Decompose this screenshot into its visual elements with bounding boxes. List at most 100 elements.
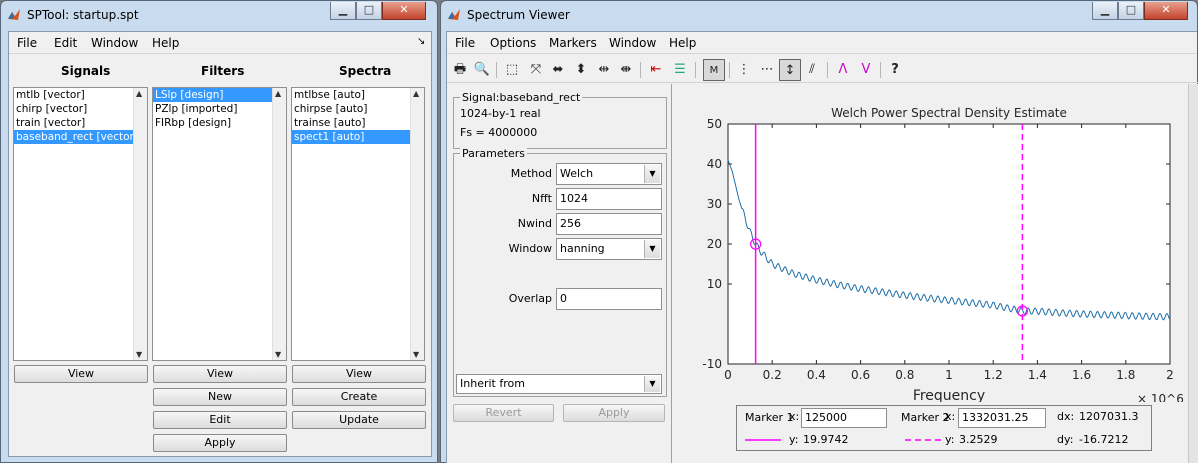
line-display-icon[interactable]: ⇤ bbox=[650, 62, 662, 77]
zoom-x-icon[interactable]: ⬌ bbox=[552, 62, 564, 77]
close-button[interactable]: ✕ bbox=[382, 2, 426, 20]
spectra-create-button[interactable]: Create bbox=[292, 388, 426, 406]
list-item[interactable]: mtlbse [auto] bbox=[294, 89, 366, 101]
viewer-titlebar[interactable]: Spectrum Viewer ▁ □ ✕ bbox=[441, 1, 1197, 29]
scroll-up-icon[interactable]: ▲ bbox=[136, 89, 143, 98]
markers-panel: Marker 1 x: 125000 Marker 2 x: 1332031.2… bbox=[736, 405, 1152, 451]
revert-button[interactable]: Revert bbox=[453, 404, 554, 422]
filters-header: Filters bbox=[201, 64, 245, 78]
mouse-zoom-icon[interactable]: M bbox=[703, 59, 725, 81]
print-preview-icon[interactable]: 🔍 bbox=[473, 62, 491, 77]
zoom-out-full-icon[interactable]: ⤧ bbox=[530, 62, 542, 77]
list-item-selected[interactable]: baseband_rect [vector] bbox=[14, 130, 138, 144]
signal-info-title: Signal:baseband_rect bbox=[460, 91, 583, 104]
right-scrollbar[interactable] bbox=[1188, 84, 1198, 463]
marker-slope-icon[interactable]: ⫽ bbox=[809, 62, 815, 77]
y-tick-label: 10 bbox=[707, 277, 722, 291]
apply-button[interactable]: Apply bbox=[563, 404, 665, 422]
spectrum-legend-icon[interactable]: ☰ bbox=[674, 62, 686, 77]
menu-file[interactable]: File bbox=[17, 36, 38, 50]
menu-help[interactable]: Help bbox=[669, 36, 697, 50]
menu-options[interactable]: Options bbox=[490, 36, 537, 50]
minimize-button[interactable]: ▁ bbox=[1092, 2, 1118, 20]
zoom-y-icon[interactable]: ⬍ bbox=[575, 62, 587, 77]
nwind-field[interactable]: 256 bbox=[556, 213, 662, 235]
scroll-up-icon[interactable]: ▲ bbox=[275, 89, 282, 98]
peaks-icon[interactable]: Λ bbox=[838, 62, 848, 77]
list-item[interactable]: train [vector] bbox=[16, 117, 86, 129]
list-item[interactable]: trainse [auto] bbox=[294, 117, 366, 129]
whats-this-icon[interactable]: ? bbox=[891, 62, 899, 77]
signals-scrollbar[interactable]: ▲ ▼ bbox=[133, 88, 147, 360]
spectra-view-button[interactable]: View bbox=[292, 365, 426, 383]
list-item-selected[interactable]: LSlp [design] bbox=[153, 88, 272, 102]
close-button[interactable]: ✕ bbox=[1144, 2, 1188, 20]
method-value: Welch bbox=[560, 167, 594, 180]
filters-new-button[interactable]: New bbox=[153, 388, 287, 406]
maximize-button[interactable]: □ bbox=[1118, 2, 1144, 20]
sptool-client: File Edit Window Help ↘ Signals Filters … bbox=[8, 31, 432, 457]
list-item-selected[interactable]: spect1 [auto] bbox=[292, 130, 410, 144]
chevron-down-icon[interactable]: ▼ bbox=[644, 376, 660, 392]
sptool-menubar: File Edit Window Help ↘ bbox=[9, 32, 431, 54]
list-item[interactable]: PZlp [imported] bbox=[155, 103, 238, 115]
menu-window[interactable]: Window bbox=[91, 36, 139, 50]
minimize-button[interactable]: ▁ bbox=[330, 2, 356, 20]
filters-view-button[interactable]: View bbox=[153, 365, 287, 383]
inherit-from-select[interactable]: Inherit from ▼ bbox=[456, 374, 662, 394]
psd-chart[interactable]: Welch Power Spectral Density Estimate 0 0… bbox=[679, 92, 1198, 402]
overlap-field[interactable]: 0 bbox=[556, 288, 662, 310]
scroll-down-icon[interactable]: ▼ bbox=[275, 350, 282, 359]
window-label: Window bbox=[508, 242, 552, 255]
marker-vertical-icon[interactable]: ⋮ bbox=[737, 62, 751, 77]
list-item[interactable]: FIRbp [design] bbox=[155, 117, 232, 129]
scroll-up-icon[interactable]: ▲ bbox=[413, 89, 420, 98]
filters-edit-button[interactable]: Edit bbox=[153, 411, 287, 429]
chevron-down-icon[interactable]: ▼ bbox=[644, 240, 660, 258]
maximize-button[interactable]: □ bbox=[356, 2, 382, 20]
marker-horizontal-icon[interactable]: ⋯ bbox=[760, 62, 774, 77]
menu-file[interactable]: File bbox=[455, 36, 476, 50]
zoom-out-x-icon[interactable]: ⇼ bbox=[620, 62, 632, 77]
spectra-update-button[interactable]: Update bbox=[292, 411, 426, 429]
x-tick-label: 1.4 bbox=[1028, 368, 1047, 382]
signals-header: Signals bbox=[61, 64, 111, 78]
spectra-list[interactable]: mtlbse [auto] chirpse [auto] trainse [au… bbox=[291, 87, 425, 361]
list-item[interactable]: mtlb [vector] bbox=[16, 89, 85, 101]
marker2-point[interactable] bbox=[1016, 305, 1028, 317]
filters-scrollbar[interactable]: ▲ ▼ bbox=[272, 88, 286, 360]
chevron-down-icon[interactable]: ▼ bbox=[644, 165, 660, 183]
menu-edit[interactable]: Edit bbox=[54, 36, 78, 50]
filters-list[interactable]: LSlp [design] PZlp [imported] FIRbp [des… bbox=[152, 87, 287, 361]
spectra-scrollbar[interactable]: ▲ ▼ bbox=[410, 88, 424, 360]
matlab-logo-icon bbox=[448, 9, 460, 20]
filters-apply-button[interactable]: Apply bbox=[153, 434, 287, 452]
marker2-x-field[interactable]: 1332031.25 bbox=[958, 408, 1046, 428]
signals-view-button[interactable]: View bbox=[14, 365, 148, 383]
signals-list[interactable]: mtlb [vector] chirp [vector] train [vect… bbox=[13, 87, 148, 361]
nfft-field[interactable]: 1024 bbox=[556, 188, 662, 210]
list-item[interactable]: chirp [vector] bbox=[16, 103, 88, 115]
viewer-toolbar: 🖶 🔍 ⬚ ⤧ ⬌ ⬍ ⇹ ⇼ ⇤ ☰ M ⋮ ⋯ ↕ ⫽ Λ V ? bbox=[447, 59, 1198, 83]
menu-help[interactable]: Help bbox=[152, 36, 180, 50]
zoom-in-x-icon[interactable]: ⇹ bbox=[598, 62, 610, 77]
menu-markers[interactable]: Markers bbox=[549, 36, 597, 50]
zoom-box-icon[interactable]: ⬚ bbox=[505, 62, 519, 77]
marker1-x-field[interactable]: 125000 bbox=[801, 408, 887, 428]
viewer-client: File Options Markers Window Help 🖶 🔍 ⬚ ⤧… bbox=[446, 31, 1198, 463]
scroll-down-icon[interactable]: ▼ bbox=[413, 350, 420, 359]
signal-info-group: Signal:baseband_rect 1024-by-1 real Fs =… bbox=[453, 91, 667, 149]
marker1-point[interactable] bbox=[750, 238, 762, 250]
marker-track-icon[interactable]: ↕ bbox=[779, 59, 801, 81]
valleys-icon[interactable]: V bbox=[861, 62, 871, 77]
marker2-x-label: x: bbox=[945, 410, 956, 423]
sptool-titlebar[interactable]: SPTool: startup.spt ▁ □ ✕ bbox=[1, 1, 437, 29]
x-tick-label: 1.8 bbox=[1116, 368, 1135, 382]
menu-window[interactable]: Window bbox=[609, 36, 657, 50]
scroll-down-icon[interactable]: ▼ bbox=[136, 350, 143, 359]
method-select[interactable]: Welch ▼ bbox=[556, 163, 662, 185]
window-select[interactable]: hanning ▼ bbox=[556, 238, 662, 260]
print-icon[interactable]: 🖶 bbox=[453, 62, 467, 77]
dock-arrow-icon[interactable]: ↘ bbox=[417, 36, 426, 47]
list-item[interactable]: chirpse [auto] bbox=[294, 103, 368, 115]
